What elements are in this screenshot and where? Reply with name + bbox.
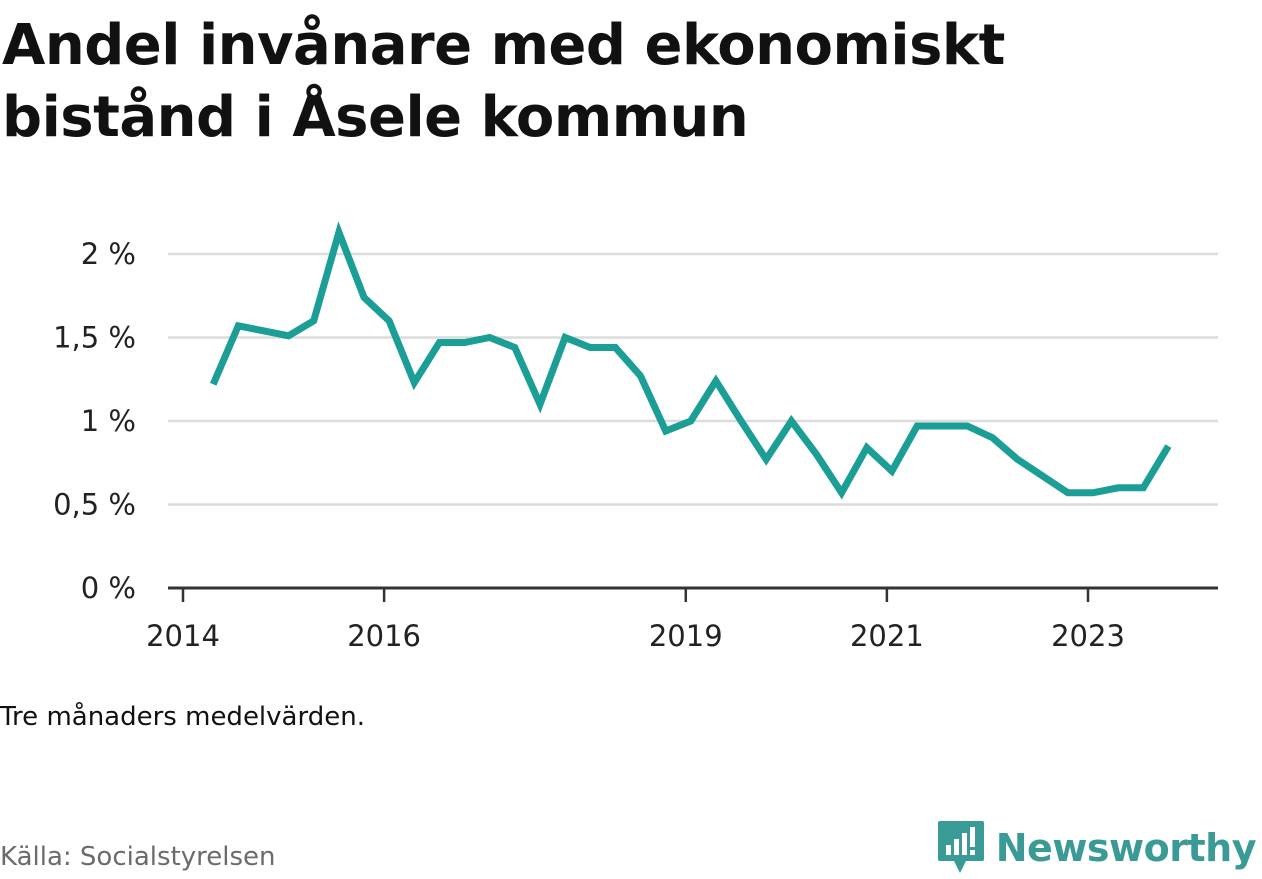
- x-axis: 2014 2016 2019 2021 2023: [146, 586, 1218, 653]
- y-tick-label: 2 %: [81, 237, 136, 271]
- series-layer: [209, 221, 1172, 500]
- y-tick-label: 1,5 %: [53, 321, 136, 355]
- source-credit: Källa: Socialstyrelsen: [0, 842, 276, 872]
- series-line-0: [209, 221, 1172, 500]
- x-tick-label: 2016: [347, 619, 421, 653]
- line-chart: 0 % 0,5 % 1 % 1,5 % 2 % 2014 2016 2019 2021 2023: [53, 221, 1218, 653]
- x-tick-label: 2023: [1051, 619, 1125, 653]
- chart-title: Andel invånare med ekonomiskt bistånd i …: [2, 13, 1005, 150]
- newsworthy-chart-bubble-icon: [937, 821, 984, 873]
- chart-note: Tre månaders medelvärden.: [0, 702, 365, 732]
- x-tick-label: 2019: [649, 619, 723, 653]
- grid-lines: [168, 252, 1218, 506]
- brand-logo: Newsworthy: [936, 818, 1257, 878]
- x-tick-label: 2014: [146, 619, 220, 653]
- y-tick-label: 1 %: [81, 404, 136, 438]
- y-tick-label: 0 %: [81, 571, 136, 605]
- x-tick-label: 2021: [850, 619, 924, 653]
- y-tick-label: 0,5 %: [53, 488, 136, 522]
- brand-name: Newsworthy: [995, 826, 1257, 870]
- y-axis-ticks: 0 % 0,5 % 1 % 1,5 % 2 %: [53, 237, 136, 605]
